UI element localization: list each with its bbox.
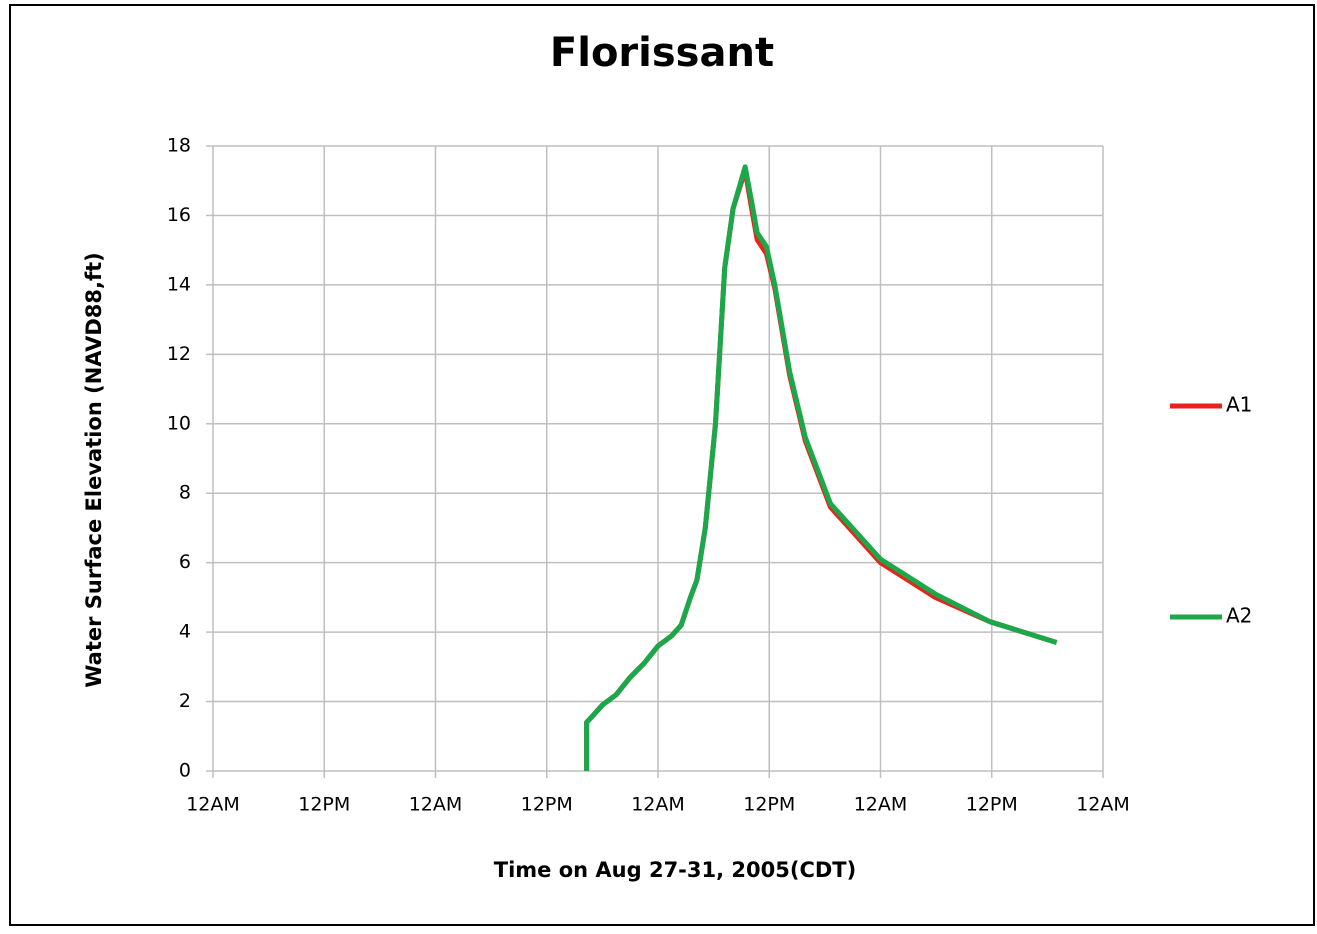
x-tick-label: 12AM bbox=[854, 794, 908, 816]
y-tick-label: 2 bbox=[179, 690, 191, 712]
x-tick-label: 12AM bbox=[1076, 794, 1130, 816]
x-tick-label: 12PM bbox=[298, 794, 350, 816]
chart-title: Florissant bbox=[550, 30, 774, 76]
x-axis-label: Time on Aug 27-31, 2005(CDT) bbox=[494, 858, 856, 882]
x-tick-label: 12AM bbox=[409, 794, 463, 816]
y-tick-label: 10 bbox=[167, 412, 191, 434]
y-tick-label: 6 bbox=[179, 551, 191, 573]
x-tick-label: 12PM bbox=[743, 794, 795, 816]
x-tick-label: 12AM bbox=[186, 794, 240, 816]
x-tick-label: 12AM bbox=[631, 794, 685, 816]
y-tick-label: 16 bbox=[167, 204, 191, 226]
y-tick-label: 4 bbox=[179, 621, 191, 643]
y-tick-label: 12 bbox=[167, 343, 191, 365]
series-line bbox=[584, 164, 1058, 771]
x-tick-label: 12PM bbox=[521, 794, 573, 816]
y-tick-label: 0 bbox=[179, 760, 191, 782]
y-tick-label: 18 bbox=[167, 135, 191, 157]
x-tick-label: 12PM bbox=[966, 794, 1018, 816]
y-tick-label: 14 bbox=[167, 273, 191, 295]
y-tick-label: 8 bbox=[179, 482, 191, 504]
y-axis-label: Water Surface Elevation (NAVD88,ft) bbox=[82, 252, 106, 688]
legend-label: A1 bbox=[1226, 393, 1252, 417]
chart-frame bbox=[9, 4, 1315, 926]
legend-label: A2 bbox=[1226, 604, 1252, 628]
